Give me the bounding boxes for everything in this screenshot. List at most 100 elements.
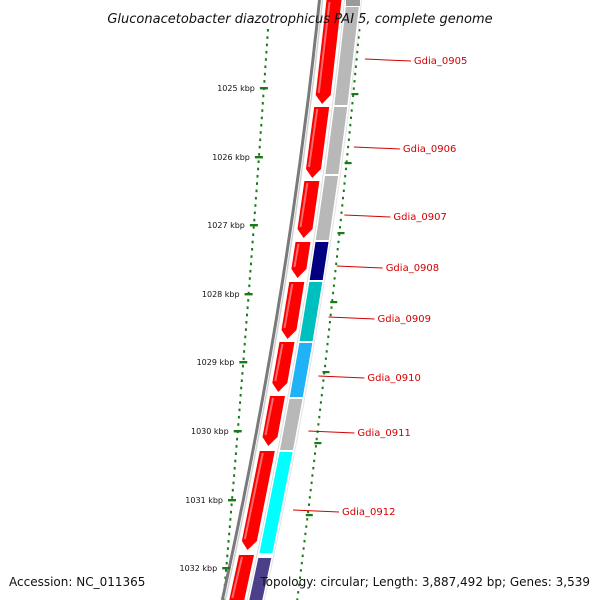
ruler-dot xyxy=(302,547,305,550)
ruler-dot xyxy=(260,123,263,127)
gene-block-4 xyxy=(309,242,329,280)
ruler-dot xyxy=(337,240,340,244)
gene-arrow-highlight xyxy=(231,556,243,599)
ruler-dot xyxy=(230,503,233,507)
ruler-dot xyxy=(339,218,342,222)
track-cap xyxy=(346,0,360,6)
ruler-dot xyxy=(342,196,344,200)
ruler-dot xyxy=(354,72,357,76)
ruler-dot xyxy=(303,540,306,543)
ruler-dot xyxy=(234,459,237,463)
ruler-dot xyxy=(228,525,231,528)
ruler-dot xyxy=(328,328,331,331)
gene-label[interactable]: Gdia_0910 xyxy=(367,373,420,384)
ruler-dash xyxy=(314,442,322,445)
gene-label-leaders: Gdia_0905 Gdia_0906 Gdia_0907 Gdia_0908 Gdia… xyxy=(292,56,467,518)
ruler-dot xyxy=(255,189,258,193)
ruler-dot xyxy=(332,291,335,295)
gene-label[interactable]: Gdia_0906 xyxy=(403,144,456,155)
ruler-dot xyxy=(246,306,249,309)
gene-label[interactable]: Gdia_0909 xyxy=(378,314,431,325)
ruler-dot xyxy=(244,328,247,331)
ruler-dot xyxy=(325,350,328,353)
gene-arrow xyxy=(281,282,305,339)
ruler-dot xyxy=(227,540,230,543)
tick-label: 1029 kbp xyxy=(197,358,235,367)
ruler-dot xyxy=(242,364,244,368)
gene-block-2 xyxy=(325,107,348,174)
ruler-dot xyxy=(340,211,343,214)
ruler-dot xyxy=(261,102,264,105)
ruler-dot xyxy=(226,554,229,558)
ruler-dot xyxy=(236,437,239,441)
gene-leader-line xyxy=(353,146,400,150)
gene-leader-line xyxy=(292,509,340,513)
gene-arrow xyxy=(241,451,275,550)
ruler-dot xyxy=(231,496,234,499)
gene-label[interactable]: Gdia_0905 xyxy=(414,56,467,67)
ruler-dot xyxy=(266,29,269,32)
ruler-dot xyxy=(311,474,314,477)
gene-leader-line xyxy=(308,430,355,434)
tick-label: 1025 kbp xyxy=(217,84,255,93)
ruler-dot xyxy=(258,153,261,156)
ruler-dot xyxy=(334,269,337,273)
ruler-dot xyxy=(319,401,322,404)
ruler-dot xyxy=(251,248,254,251)
gene-leader-line xyxy=(336,265,383,269)
tick-label: 1032 kbp xyxy=(179,564,217,573)
ruler-dot xyxy=(338,233,341,236)
tick-mark xyxy=(249,224,258,227)
ruler-dot xyxy=(257,160,260,163)
tick-label: 1027 kbp xyxy=(207,221,245,230)
ruler-dot xyxy=(342,189,345,192)
gene-arrow-highlight xyxy=(293,243,300,268)
ruler-dot xyxy=(358,29,361,32)
gene-label[interactable]: Gdia_0907 xyxy=(393,212,446,223)
ruler-dot xyxy=(259,138,262,142)
ruler-dot xyxy=(324,357,327,360)
ruler-dot xyxy=(250,255,253,258)
gene-block-1 xyxy=(334,7,359,105)
ruler-dot xyxy=(264,65,267,69)
ruler-dot xyxy=(347,145,350,149)
ruler-dot xyxy=(254,196,257,200)
ruler-dot xyxy=(237,423,240,426)
ruler-dot xyxy=(318,415,321,419)
ruler-dot xyxy=(229,518,232,521)
ruler-dot xyxy=(352,94,355,98)
tick-mark xyxy=(254,156,263,159)
ruler-dot xyxy=(349,123,352,127)
gene-label[interactable]: Gdia_0911 xyxy=(357,428,410,439)
ruler-dot xyxy=(263,80,266,83)
ruler-dot xyxy=(326,342,329,346)
tick-label: 1031 kbp xyxy=(185,496,223,505)
gene-arrow xyxy=(306,107,330,178)
ruler-dot xyxy=(264,58,267,61)
ruler-dot xyxy=(306,518,309,521)
tick-mark xyxy=(222,567,231,570)
ruler-dot xyxy=(249,269,252,273)
ruler-dot xyxy=(258,145,261,149)
gene-label[interactable]: Gdia_0908 xyxy=(386,263,439,274)
ruler-dash xyxy=(351,93,359,96)
ruler-dot xyxy=(233,467,236,470)
ruler-dot xyxy=(352,87,355,90)
ruler-dot xyxy=(242,357,245,361)
ruler-dot xyxy=(307,510,310,514)
ruler-dot xyxy=(250,262,252,266)
ruler-dot xyxy=(343,182,346,185)
gene-block-6 xyxy=(289,343,313,397)
ruler-dot xyxy=(251,240,254,244)
ruler-dot xyxy=(344,175,347,178)
tick-mark xyxy=(233,430,242,433)
gene-arrow xyxy=(291,242,311,278)
ruler-dot xyxy=(246,313,248,317)
gene-label[interactable]: Gdia_0912 xyxy=(342,507,395,518)
tick-label: 1030 kbp xyxy=(191,427,229,436)
ruler-dot xyxy=(225,569,227,572)
gene-arrow-highlight xyxy=(243,452,264,540)
genome-backbone xyxy=(220,0,324,600)
ruler-dot xyxy=(346,153,349,156)
